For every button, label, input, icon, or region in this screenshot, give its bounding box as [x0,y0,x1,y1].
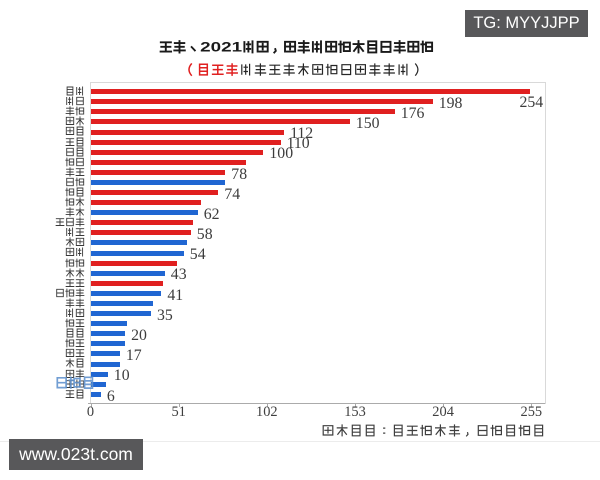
svg-text:2021: 2021 [200,39,242,55]
